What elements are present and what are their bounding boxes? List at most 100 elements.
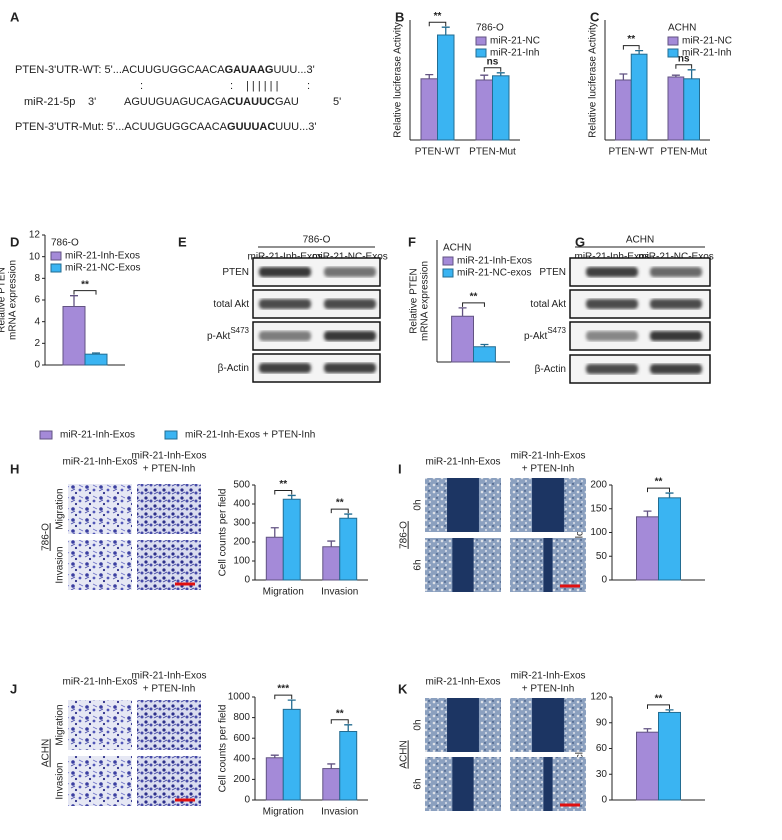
blot-cell-line: 786-O — [303, 235, 331, 246]
y-axis-label: Relative luciferase Activity — [588, 22, 599, 138]
significance-label: ** — [434, 11, 442, 22]
y-tick-label: 100 — [233, 556, 250, 567]
micrograph — [137, 540, 201, 590]
significance-bracket — [622, 45, 640, 50]
bar — [630, 53, 648, 141]
panel-label: H — [10, 461, 19, 476]
row-label: 6h — [413, 778, 424, 789]
row-superscript: S473 — [230, 326, 249, 335]
significance-label: ** — [470, 292, 478, 303]
legend-swatch — [50, 251, 62, 261]
micrograph — [68, 700, 132, 750]
significance-label: *** — [277, 684, 289, 695]
legend-label: miR-21-NC — [490, 36, 540, 47]
bar — [62, 306, 86, 366]
y-tick-label: 12 — [29, 230, 41, 241]
significance-label: ns — [487, 56, 499, 67]
micrograph — [137, 700, 201, 750]
bar — [451, 315, 475, 363]
sequence-panel: PTEN-3'UTR-WT: 5'...ACUUGUGGCAACAGAUAAGU… — [15, 64, 341, 133]
mir-sequence: AGUUGUAGUCAGACUAUUCGAU — [124, 96, 299, 108]
blot-band — [324, 331, 376, 341]
error-bar — [344, 513, 353, 519]
x-tick-label: PTEN-WT — [415, 147, 461, 158]
y-tick-label: 1000 — [228, 692, 251, 703]
error-bar — [287, 699, 296, 710]
row-label: 0h — [413, 499, 424, 510]
error-bar — [92, 352, 100, 355]
seq-seed: CUAUUC — [227, 96, 275, 108]
column-header: miR-21-Inh-Exos — [425, 677, 500, 688]
significance-bracket — [330, 719, 349, 724]
column-header: + PTEN-Inh — [522, 684, 575, 695]
bar — [84, 353, 108, 366]
bar — [615, 79, 632, 141]
error-bar — [671, 74, 680, 77]
mir-end: 5' — [333, 96, 341, 108]
bar — [658, 711, 681, 801]
error-bar — [619, 73, 628, 80]
lane-label: miR-21-NC-Exos — [638, 252, 714, 263]
row-label: PTEN — [539, 267, 566, 278]
legend-label: miR-21-Inh-Exos — [457, 256, 532, 267]
row-superscript: S473 — [547, 326, 566, 335]
wound-edge — [473, 757, 501, 811]
bar — [322, 768, 341, 801]
error-bar — [458, 307, 467, 317]
y-tick-label: 100 — [590, 527, 607, 538]
blot-band — [650, 299, 702, 309]
panel-label: K — [398, 681, 408, 696]
legend-swatch — [442, 256, 454, 266]
significance-bracket — [647, 704, 670, 709]
y-tick-label: 600 — [233, 733, 250, 744]
blot-row-label: β-Actin — [535, 364, 566, 375]
y-tick-label: 300 — [233, 518, 250, 529]
column-header: miR-21-Inh-Exos — [510, 451, 585, 462]
blot-band — [324, 363, 376, 373]
wound-edge — [425, 538, 453, 592]
cell-line-label: ACHN — [41, 739, 52, 767]
error-bar — [643, 510, 652, 517]
bar — [658, 497, 681, 581]
significance-label: ** — [279, 479, 287, 490]
error-bar — [327, 540, 336, 547]
legend-title: ACHN — [443, 243, 471, 254]
error-bar — [665, 709, 674, 713]
error-bar — [327, 763, 336, 769]
significance-bracket — [675, 64, 693, 69]
column-header: miR-21-Inh-Exos — [131, 671, 206, 682]
blot-band — [650, 267, 702, 277]
y-axis-label: mRNA expression — [8, 260, 19, 340]
x-tick-label: Invasion — [321, 807, 358, 818]
bar — [667, 76, 685, 141]
significance-bracket — [274, 489, 293, 495]
blot-row-label: PTEN — [222, 267, 249, 278]
seq-part: PTEN-3'UTR-WT: 5'...ACUUGUGGCAACA — [15, 64, 225, 76]
row-label: Invasion — [55, 546, 66, 583]
y-tick-label: 30 — [596, 769, 608, 780]
mir-end: 3' — [88, 96, 96, 108]
y-tick-label: 500 — [233, 480, 250, 491]
legend-title: ACHN — [668, 23, 696, 34]
y-tick-label: 400 — [233, 753, 250, 764]
mir-label: miR-21-5p — [24, 96, 75, 108]
legend-swatch — [39, 430, 53, 440]
pair: : — [307, 80, 310, 92]
seq-part: AGUUGUAGUCAGA — [124, 96, 228, 108]
column-header: miR-21-Inh-Exos — [131, 451, 206, 462]
error-bar — [70, 295, 78, 307]
significance-bracket — [428, 21, 447, 27]
micrograph — [68, 540, 132, 590]
x-tick-label: PTEN-Mut — [660, 147, 707, 158]
y-tick-label: 6 — [34, 295, 40, 306]
row-label: 6h — [413, 559, 424, 570]
lane-label: miR-21-NC-Exos — [312, 252, 388, 263]
blot-row-label: PTEN — [539, 267, 566, 278]
panel-label: B — [395, 9, 404, 24]
blot-cell-line: ACHN — [626, 235, 654, 246]
blot-row-label: β-Actin — [218, 363, 249, 374]
y-tick-label: 2 — [34, 338, 40, 349]
blot-band — [650, 364, 702, 374]
legend-swatch — [667, 48, 679, 58]
y-axis-label: Cell counts per field — [218, 489, 229, 577]
